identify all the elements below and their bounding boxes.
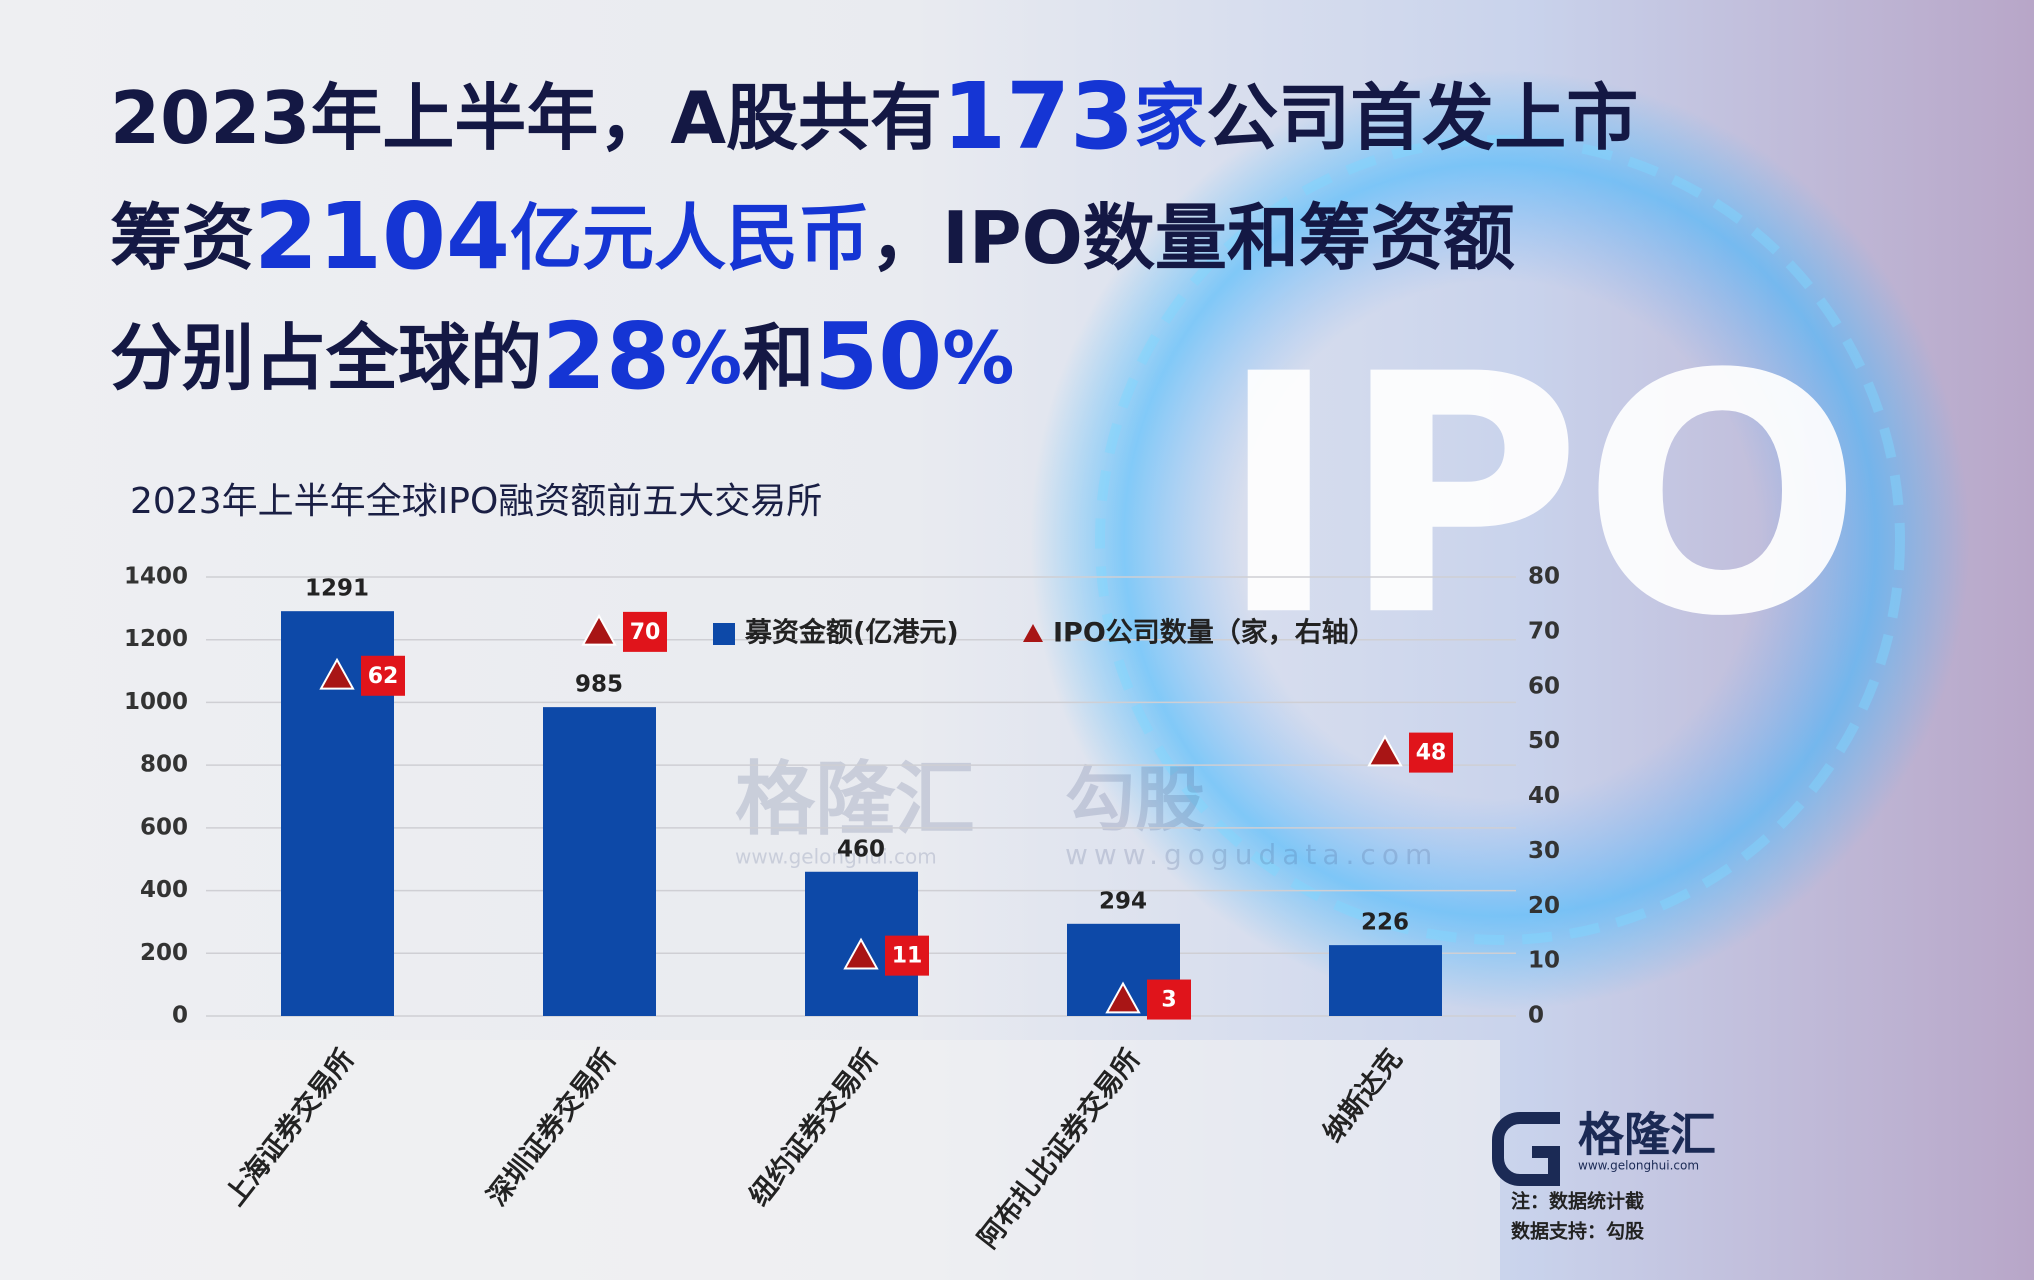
- floor: [0, 1040, 1500, 1280]
- headline-segment: 家: [1134, 76, 1206, 160]
- headline-segment: 173: [942, 63, 1134, 170]
- y-tick-label: 400: [140, 877, 188, 903]
- data-label: 294: [1099, 888, 1147, 914]
- y-tick-label: 200: [140, 940, 188, 966]
- chart-title: 2023年上半年全球IPO融资额前五大交易所: [130, 481, 822, 522]
- y2-tick-label: 30: [1528, 838, 1560, 864]
- bar: [1329, 945, 1442, 1016]
- legend-label: 募资金额(亿港元): [744, 617, 959, 649]
- headline-segment: %: [942, 316, 1014, 400]
- y2-tick-label: 0: [1528, 1003, 1544, 1029]
- data-label-box: [1147, 979, 1191, 1020]
- marker-triangle: [843, 937, 879, 970]
- watermark-name: 勾股: [1065, 759, 1205, 841]
- logo-url: www.gelonghui.com: [1578, 1159, 1699, 1173]
- headline-segment: 分别占全球的: [110, 316, 542, 400]
- legend-label: IPO公司数量（家，右轴）: [1053, 617, 1376, 649]
- watermark: 格隆汇 www.gelonghui.com 勾股 www.gogudata.co…: [735, 753, 1438, 871]
- data-label-box: [361, 655, 405, 696]
- y2-tick-label: 70: [1528, 618, 1560, 644]
- y2-tick-label: 10: [1528, 948, 1560, 974]
- data-label-box: [623, 611, 667, 652]
- note: 数据支持：勾股: [1511, 1220, 1644, 1243]
- headline-segment: 2023年上半年，A股共有: [110, 76, 942, 160]
- y-tick-label: 1000: [124, 689, 188, 715]
- data-label: 3: [1161, 988, 1176, 1013]
- data-label: 62: [368, 664, 399, 689]
- data-label: 48: [1416, 741, 1447, 766]
- logo-icon: [1492, 1112, 1560, 1186]
- legend-swatch: [1023, 624, 1043, 642]
- y2-tick-label: 60: [1528, 673, 1560, 699]
- watermark-url: www.gelonghui.com: [735, 845, 937, 869]
- headline-segment: %: [670, 316, 742, 400]
- marker-triangle: [1367, 734, 1403, 767]
- watermark-name: 格隆汇: [735, 753, 975, 846]
- y2-tick-label: 20: [1528, 893, 1560, 919]
- legend-swatch: [713, 623, 735, 645]
- headline-segment: 亿元人民币: [510, 196, 870, 280]
- ring: [1030, 70, 1970, 1010]
- headline-segment: 2104: [254, 183, 510, 290]
- y2-tick-label: 50: [1528, 728, 1560, 754]
- data-label: 1291: [305, 576, 369, 602]
- y-tick-label: 0: [172, 1003, 188, 1029]
- headline-line: 2023年上半年，A股共有173家公司首发上市: [110, 63, 1638, 170]
- marker-triangle: [581, 613, 617, 646]
- y-tick-label: 1400: [124, 564, 188, 590]
- headline-segment: 28: [542, 303, 670, 410]
- marker-triangle: [1105, 981, 1141, 1014]
- bar: [543, 707, 656, 1016]
- headline-segment: 筹资: [110, 196, 254, 280]
- logo-name: 格隆汇: [1578, 1108, 1716, 1162]
- y-tick-label: 600: [140, 814, 188, 840]
- note: 注：数据统计截: [1511, 1190, 1644, 1213]
- watermark-url: www.gogudata.com: [1065, 838, 1438, 871]
- y2-tick-label: 40: [1528, 783, 1560, 809]
- data-label: 226: [1361, 910, 1409, 936]
- y-tick-label: 1200: [124, 626, 188, 652]
- data-label: 985: [575, 672, 623, 698]
- data-label: 11: [892, 944, 923, 969]
- y-tick-label: 800: [140, 752, 188, 778]
- data-label-box: [1409, 732, 1453, 773]
- headline-segment: 公司首发上市: [1206, 76, 1638, 160]
- ring: [1095, 135, 1905, 945]
- headline-segment: ，IPO数量和筹资额: [870, 196, 1515, 280]
- headline-line: 筹资2104亿元人民币，IPO数量和筹资额: [110, 183, 1515, 290]
- headline-segment: 50: [814, 303, 942, 410]
- headline-segment: 和: [742, 316, 814, 400]
- data-label-box: [885, 935, 929, 976]
- background-text: IPO: [1217, 304, 1862, 688]
- y2-tick-label: 80: [1528, 564, 1560, 590]
- marker-triangle: [319, 657, 355, 690]
- data-label: 70: [630, 620, 661, 645]
- headline-line: 分别占全球的28%和50%: [110, 303, 1014, 410]
- logo: 格隆汇 www.gelonghui.com: [1492, 1108, 1716, 1186]
- data-label: 460: [837, 836, 885, 862]
